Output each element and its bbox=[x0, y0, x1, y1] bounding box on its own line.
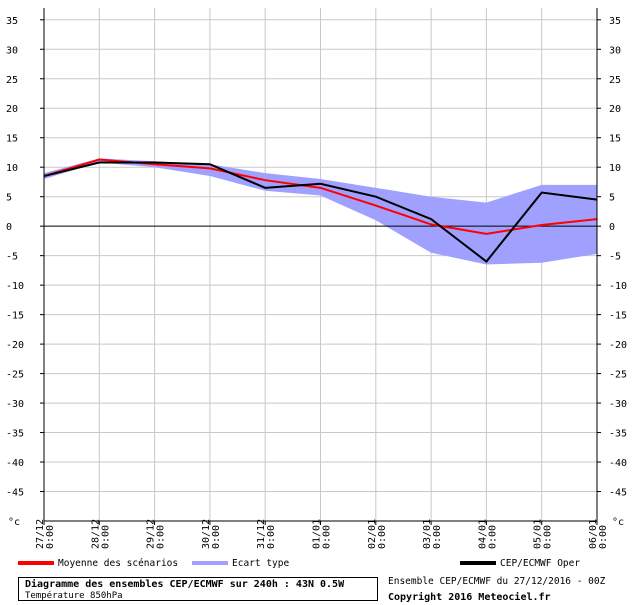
spread-band bbox=[44, 158, 597, 265]
x-axis: 27/12 0:00 28/12 0:00 29/12 0:00 30/12 0:00 31/1… bbox=[35, 519, 609, 549]
y-tick-label: -25 bbox=[609, 370, 627, 381]
y-tick-label: -15 bbox=[609, 311, 627, 322]
x-tick-label-group: 27/12 0:00 bbox=[35, 519, 56, 549]
spread-band-area bbox=[44, 158, 597, 265]
x-tick-date: 29/12 bbox=[146, 519, 157, 549]
x-tick-date: 01/01 bbox=[312, 519, 323, 549]
y-tick-label: -25 bbox=[6, 370, 24, 381]
y-tick-label: 10 bbox=[609, 163, 621, 174]
x-tick-label-group: 29/12 0:00 bbox=[146, 519, 167, 549]
y-tick-label: -20 bbox=[6, 340, 24, 351]
run-info: Ensemble CEP/ECMWF du 27/12/2016 - 00Z bbox=[388, 576, 606, 587]
y-tick-label: -45 bbox=[609, 488, 627, 499]
y-tick-label: 0 bbox=[6, 222, 12, 233]
footer-box: Diagramme des ensembles CEP/ECMWF sur 24… bbox=[18, 577, 378, 601]
y-tick-label: 5 bbox=[6, 193, 12, 204]
x-tick-time: 0:00 bbox=[598, 525, 609, 549]
y-tick-label: 30 bbox=[6, 45, 18, 56]
y-tick-label: -5 bbox=[609, 252, 621, 263]
x-tick-label-group: 31/12 0:00 bbox=[256, 519, 277, 549]
x-tick-time: 0:00 bbox=[100, 525, 111, 549]
x-tick-date: 06/01 bbox=[588, 519, 599, 549]
y-tick-label: -35 bbox=[6, 429, 24, 440]
x-tick-label-group: 05/01 0:00 bbox=[533, 519, 554, 549]
y-tick-label: -15 bbox=[6, 311, 24, 322]
y-tick-label: 0 bbox=[609, 222, 615, 233]
grid bbox=[43, 8, 598, 521]
y-tick-label: -20 bbox=[609, 340, 627, 351]
legend-mean-label: Moyenne des scénarios bbox=[58, 558, 178, 569]
x-tick-time: 0:00 bbox=[45, 525, 56, 549]
x-tick-time: 0:00 bbox=[377, 525, 388, 549]
x-tick-label-group: 30/12 0:00 bbox=[201, 519, 222, 549]
legend: Moyenne des scénarios Ecart type CEP/ECM… bbox=[18, 558, 580, 569]
x-tick-label-group: 03/01 0:00 bbox=[422, 519, 443, 549]
x-tick-time: 0:00 bbox=[322, 525, 333, 549]
x-tick-label-group: 02/01 0:00 bbox=[367, 519, 388, 549]
legend-spread-label: Ecart type bbox=[232, 558, 289, 569]
y-tick-label: -30 bbox=[609, 399, 627, 410]
y-tick-label: 30 bbox=[609, 45, 621, 56]
y-tick-label: -5 bbox=[6, 252, 18, 263]
x-tick-time: 0:00 bbox=[266, 525, 277, 549]
x-tick-time: 0:00 bbox=[487, 525, 498, 549]
y-tick-label: 5 bbox=[609, 193, 615, 204]
x-tick-date: 02/01 bbox=[367, 519, 378, 549]
x-tick-label-group: 01/01 0:00 bbox=[312, 519, 333, 549]
x-tick-label-group: 28/12 0:00 bbox=[90, 519, 111, 549]
y-unit-label: °c bbox=[612, 517, 624, 528]
y-tick-label: 35 bbox=[6, 16, 18, 27]
x-tick-date: 30/12 bbox=[201, 519, 212, 549]
y-tick-label: 25 bbox=[6, 75, 18, 86]
x-tick-date: 27/12 bbox=[35, 519, 46, 549]
y-tick-label: -40 bbox=[609, 458, 627, 469]
x-tick-date: 28/12 bbox=[90, 519, 101, 549]
x-tick-time: 0:00 bbox=[156, 525, 167, 549]
x-tick-date: 31/12 bbox=[256, 519, 267, 549]
chart-subtitle: Température 850hPa bbox=[25, 591, 123, 601]
x-tick-date: 04/01 bbox=[477, 519, 488, 549]
x-tick-label-group: 06/01 0:00 bbox=[588, 519, 609, 549]
oper-line bbox=[43, 161, 598, 263]
copyright: Copyright 2016 Meteociel.fr bbox=[388, 592, 551, 603]
y-tick-label: 20 bbox=[6, 104, 18, 115]
y-tick-label: 25 bbox=[609, 75, 621, 86]
y-tick-label: 20 bbox=[609, 104, 621, 115]
x-tick-date: 03/01 bbox=[422, 519, 433, 549]
x-tick-date: 05/01 bbox=[533, 519, 544, 549]
y-tick-label: -40 bbox=[6, 458, 24, 469]
y-axis-right: 35 30 25 20 15 10 5 0 -5 -10 -15 -20 -25 -30 -35 -40 -45… bbox=[597, 16, 627, 528]
y-axis-left: 35 30 25 20 15 10 5 0 -5 -10 -15 -20 -25 -30 -35 -40 -45… bbox=[6, 16, 44, 528]
y-tick-label: 35 bbox=[609, 16, 621, 27]
chart-title: Diagramme des ensembles CEP/ECMWF sur 24… bbox=[25, 579, 345, 590]
y-tick-label: -10 bbox=[609, 281, 627, 292]
series-lines bbox=[43, 158, 598, 263]
y-tick-label: 15 bbox=[6, 134, 18, 145]
x-tick-time: 0:00 bbox=[211, 525, 222, 549]
y-tick-label: -30 bbox=[6, 399, 24, 410]
y-unit-label: °c bbox=[8, 517, 20, 528]
y-tick-label: -10 bbox=[6, 281, 24, 292]
y-tick-label: -45 bbox=[6, 488, 24, 499]
x-tick-time: 0:00 bbox=[543, 525, 554, 549]
y-tick-label: 10 bbox=[6, 163, 18, 174]
x-tick-label-group: 04/01 0:00 bbox=[477, 519, 498, 549]
x-tick-time: 0:00 bbox=[432, 525, 443, 549]
legend-oper-label: CEP/ECMWF Oper bbox=[500, 558, 580, 569]
y-tick-label: 15 bbox=[609, 134, 621, 145]
y-tick-label: -35 bbox=[609, 429, 627, 440]
